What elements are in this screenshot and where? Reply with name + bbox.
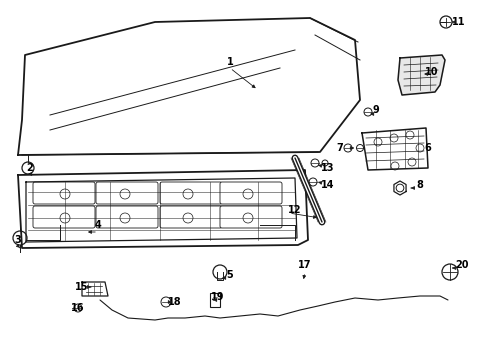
Text: 8: 8 (416, 180, 423, 190)
Text: 6: 6 (424, 143, 430, 153)
Text: 13: 13 (321, 163, 334, 173)
FancyBboxPatch shape (160, 206, 222, 228)
FancyBboxPatch shape (33, 182, 95, 204)
Text: 4: 4 (95, 220, 101, 230)
Text: 7: 7 (336, 143, 343, 153)
Text: 14: 14 (321, 180, 334, 190)
Text: 1: 1 (226, 57, 233, 67)
Text: 19: 19 (211, 292, 224, 302)
FancyBboxPatch shape (33, 206, 95, 228)
FancyBboxPatch shape (96, 182, 158, 204)
Text: 18: 18 (168, 297, 182, 307)
Text: 15: 15 (75, 282, 88, 292)
FancyBboxPatch shape (220, 182, 282, 204)
Text: 2: 2 (26, 163, 33, 173)
Text: 11: 11 (451, 17, 465, 27)
Text: 9: 9 (372, 105, 379, 115)
Text: 16: 16 (71, 303, 84, 313)
FancyBboxPatch shape (160, 182, 222, 204)
FancyBboxPatch shape (220, 206, 282, 228)
Polygon shape (397, 55, 444, 95)
Text: 3: 3 (15, 235, 21, 245)
Text: 17: 17 (298, 260, 311, 270)
Text: 5: 5 (226, 270, 233, 280)
Text: 12: 12 (287, 205, 301, 215)
FancyBboxPatch shape (96, 206, 158, 228)
Text: 20: 20 (454, 260, 468, 270)
Bar (209, 293, 220, 307)
Text: 10: 10 (425, 67, 438, 77)
